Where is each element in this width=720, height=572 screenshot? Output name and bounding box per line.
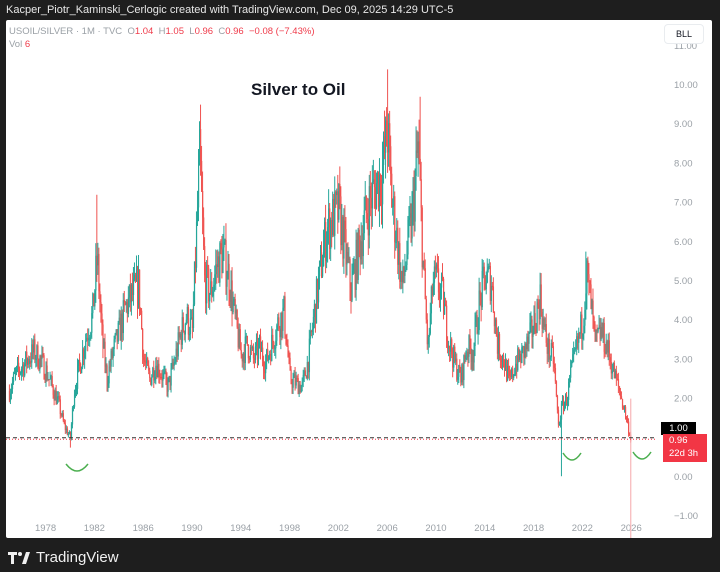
- volume-row: Vol 6: [9, 39, 315, 50]
- change-value: −0.08 (−7.43%): [249, 26, 315, 37]
- time-axis-label: 2018: [523, 523, 544, 534]
- brand-name: TradingView: [36, 549, 119, 566]
- time-axis-label: 2010: [425, 523, 446, 534]
- open-label: O: [127, 26, 135, 37]
- time-axis-label: 1990: [181, 523, 202, 534]
- smile-annotation-icon[interactable]: [632, 451, 652, 460]
- price-axis-label: 10.00: [674, 80, 698, 91]
- time-axis-label: 1982: [84, 523, 105, 534]
- smile-annotation-icon[interactable]: [562, 452, 582, 461]
- chart-caption: Kacper_Piotr_Kaminski_Cerlogic created w…: [6, 4, 454, 16]
- low-value: 0.96: [194, 26, 214, 37]
- bar-countdown: 22d 3h: [669, 448, 699, 459]
- open-value: 1.04: [134, 26, 154, 37]
- high-value: 1.05: [165, 26, 184, 37]
- price-axis-label: 4.00: [674, 315, 693, 326]
- price-axis-label: 11.00: [674, 41, 697, 52]
- symbol-legend: USOIL/SILVER · 1M · TVC O1.04 H1.05 L0.9…: [9, 26, 315, 50]
- horizontal-line-price-tag: 1.00: [661, 422, 696, 435]
- time-axis-label: 2006: [377, 523, 398, 534]
- time-axis-label: 1994: [230, 523, 251, 534]
- time-axis-label: 1978: [35, 523, 56, 534]
- close-value: 0.96: [225, 26, 244, 37]
- symbol-label[interactable]: USOIL/SILVER · 1M · TVC: [9, 26, 123, 37]
- price-axis-label: −1.00: [674, 511, 698, 522]
- price-axis-label: 8.00: [674, 158, 693, 169]
- tradingview-footer: TradingView: [8, 549, 119, 566]
- time-axis-label: 2002: [328, 523, 349, 534]
- volume-value: 6: [24, 39, 31, 50]
- close-label: C: [218, 26, 226, 37]
- last-price-value: 0.96: [669, 435, 688, 446]
- volume-label: Vol: [9, 39, 23, 50]
- price-axis-label: 0.00: [674, 472, 693, 483]
- smile-annotation-icon[interactable]: [65, 463, 89, 472]
- scale-mode-button[interactable]: BLL: [664, 24, 704, 44]
- low-label: L: [189, 26, 195, 37]
- price-axis-label: 9.00: [674, 119, 693, 130]
- time-axis-label: 2014: [474, 523, 495, 534]
- last-price-tag: 0.96 22d 3h: [663, 434, 707, 462]
- price-axis-label: 7.00: [674, 198, 693, 209]
- high-label: H: [158, 26, 166, 37]
- price-axis-label: 3.00: [674, 354, 693, 365]
- time-axis-label: 2022: [572, 523, 593, 534]
- candles: [8, 69, 632, 477]
- price-axis-label: 5.00: [674, 276, 693, 287]
- chart-panel[interactable]: 11.00 10.00 9.00 8.00 7.00 6.00 5.00 4.00 3.00 2.…: [6, 20, 712, 538]
- candlestick-plot[interactable]: 11.00 10.00 9.00 8.00 7.00 6.00 5.00 4.00 3.00 2.…: [6, 20, 712, 538]
- tradingview-logo-icon: [8, 551, 30, 564]
- time-axis-label: 1986: [133, 523, 154, 534]
- time-axis-label: 1998: [279, 523, 300, 534]
- chart-title: Silver to Oil: [251, 80, 346, 99]
- price-axis-label: 2.00: [674, 394, 693, 405]
- price-axis-label: 6.00: [674, 237, 693, 248]
